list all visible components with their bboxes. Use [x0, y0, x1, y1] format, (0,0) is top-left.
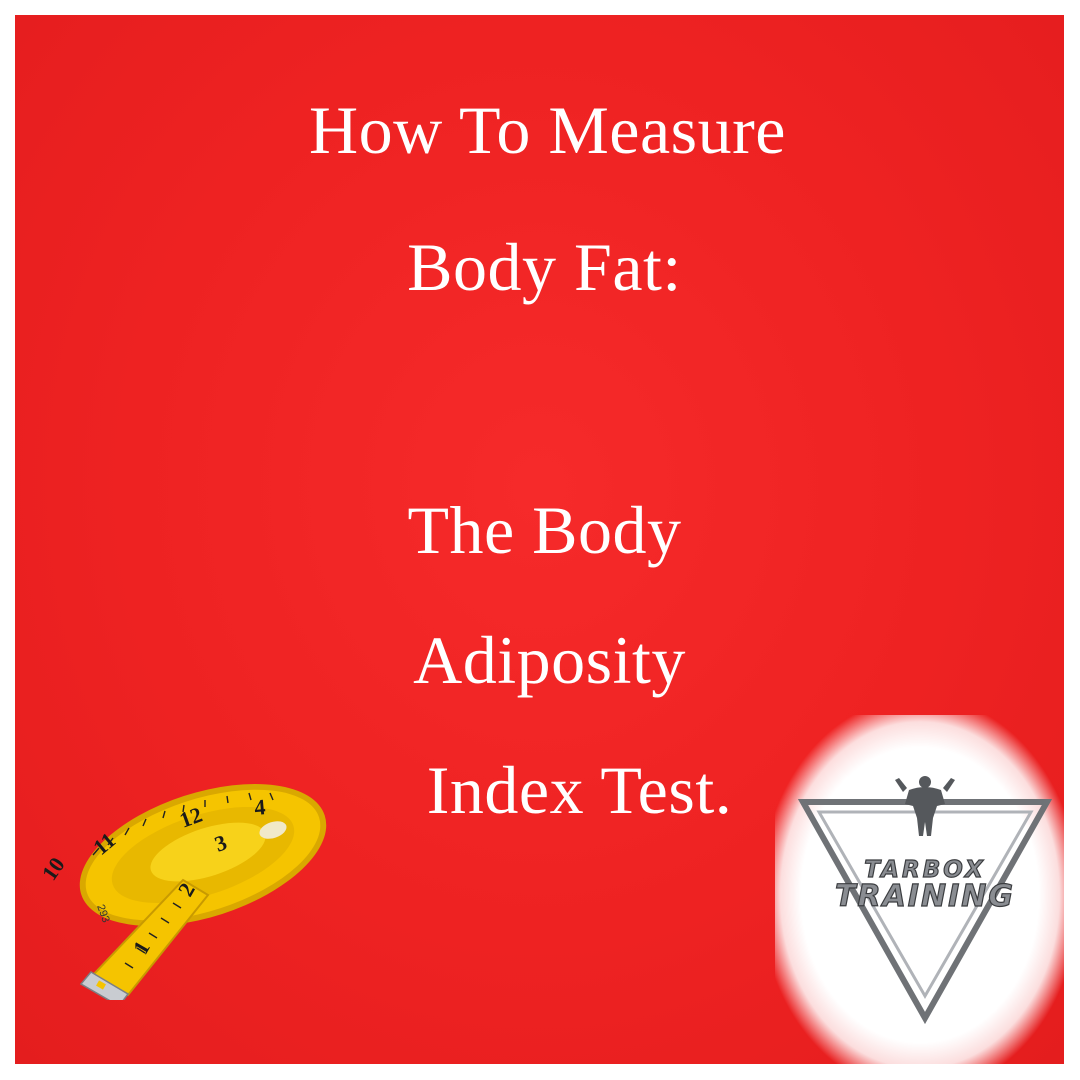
tape-number: 10	[37, 853, 70, 885]
headline-line-2: Body Fat:	[407, 229, 682, 305]
headline-line-5: Index Test.	[426, 752, 733, 828]
bodybuilder-icon	[895, 776, 955, 836]
tape-print: 293	[94, 903, 112, 924]
headline-line-1: How To Measure	[309, 92, 786, 168]
tarbox-training-logo: TARBOX TRAINING	[797, 776, 1053, 1025]
logo-text-training: TRAINING	[835, 879, 1015, 914]
headline-line-4: Adiposity	[413, 622, 686, 698]
tape-number: 4	[253, 794, 266, 820]
logo-text-tarbox: TARBOX	[864, 857, 985, 883]
red-poster-panel: How To Measure Body Fat: The Body Adipos…	[15, 15, 1064, 1064]
tape-measure-image: 10 11 12 4 3 2 1 293	[37, 783, 327, 1000]
headline-line-3: The Body	[407, 492, 682, 568]
